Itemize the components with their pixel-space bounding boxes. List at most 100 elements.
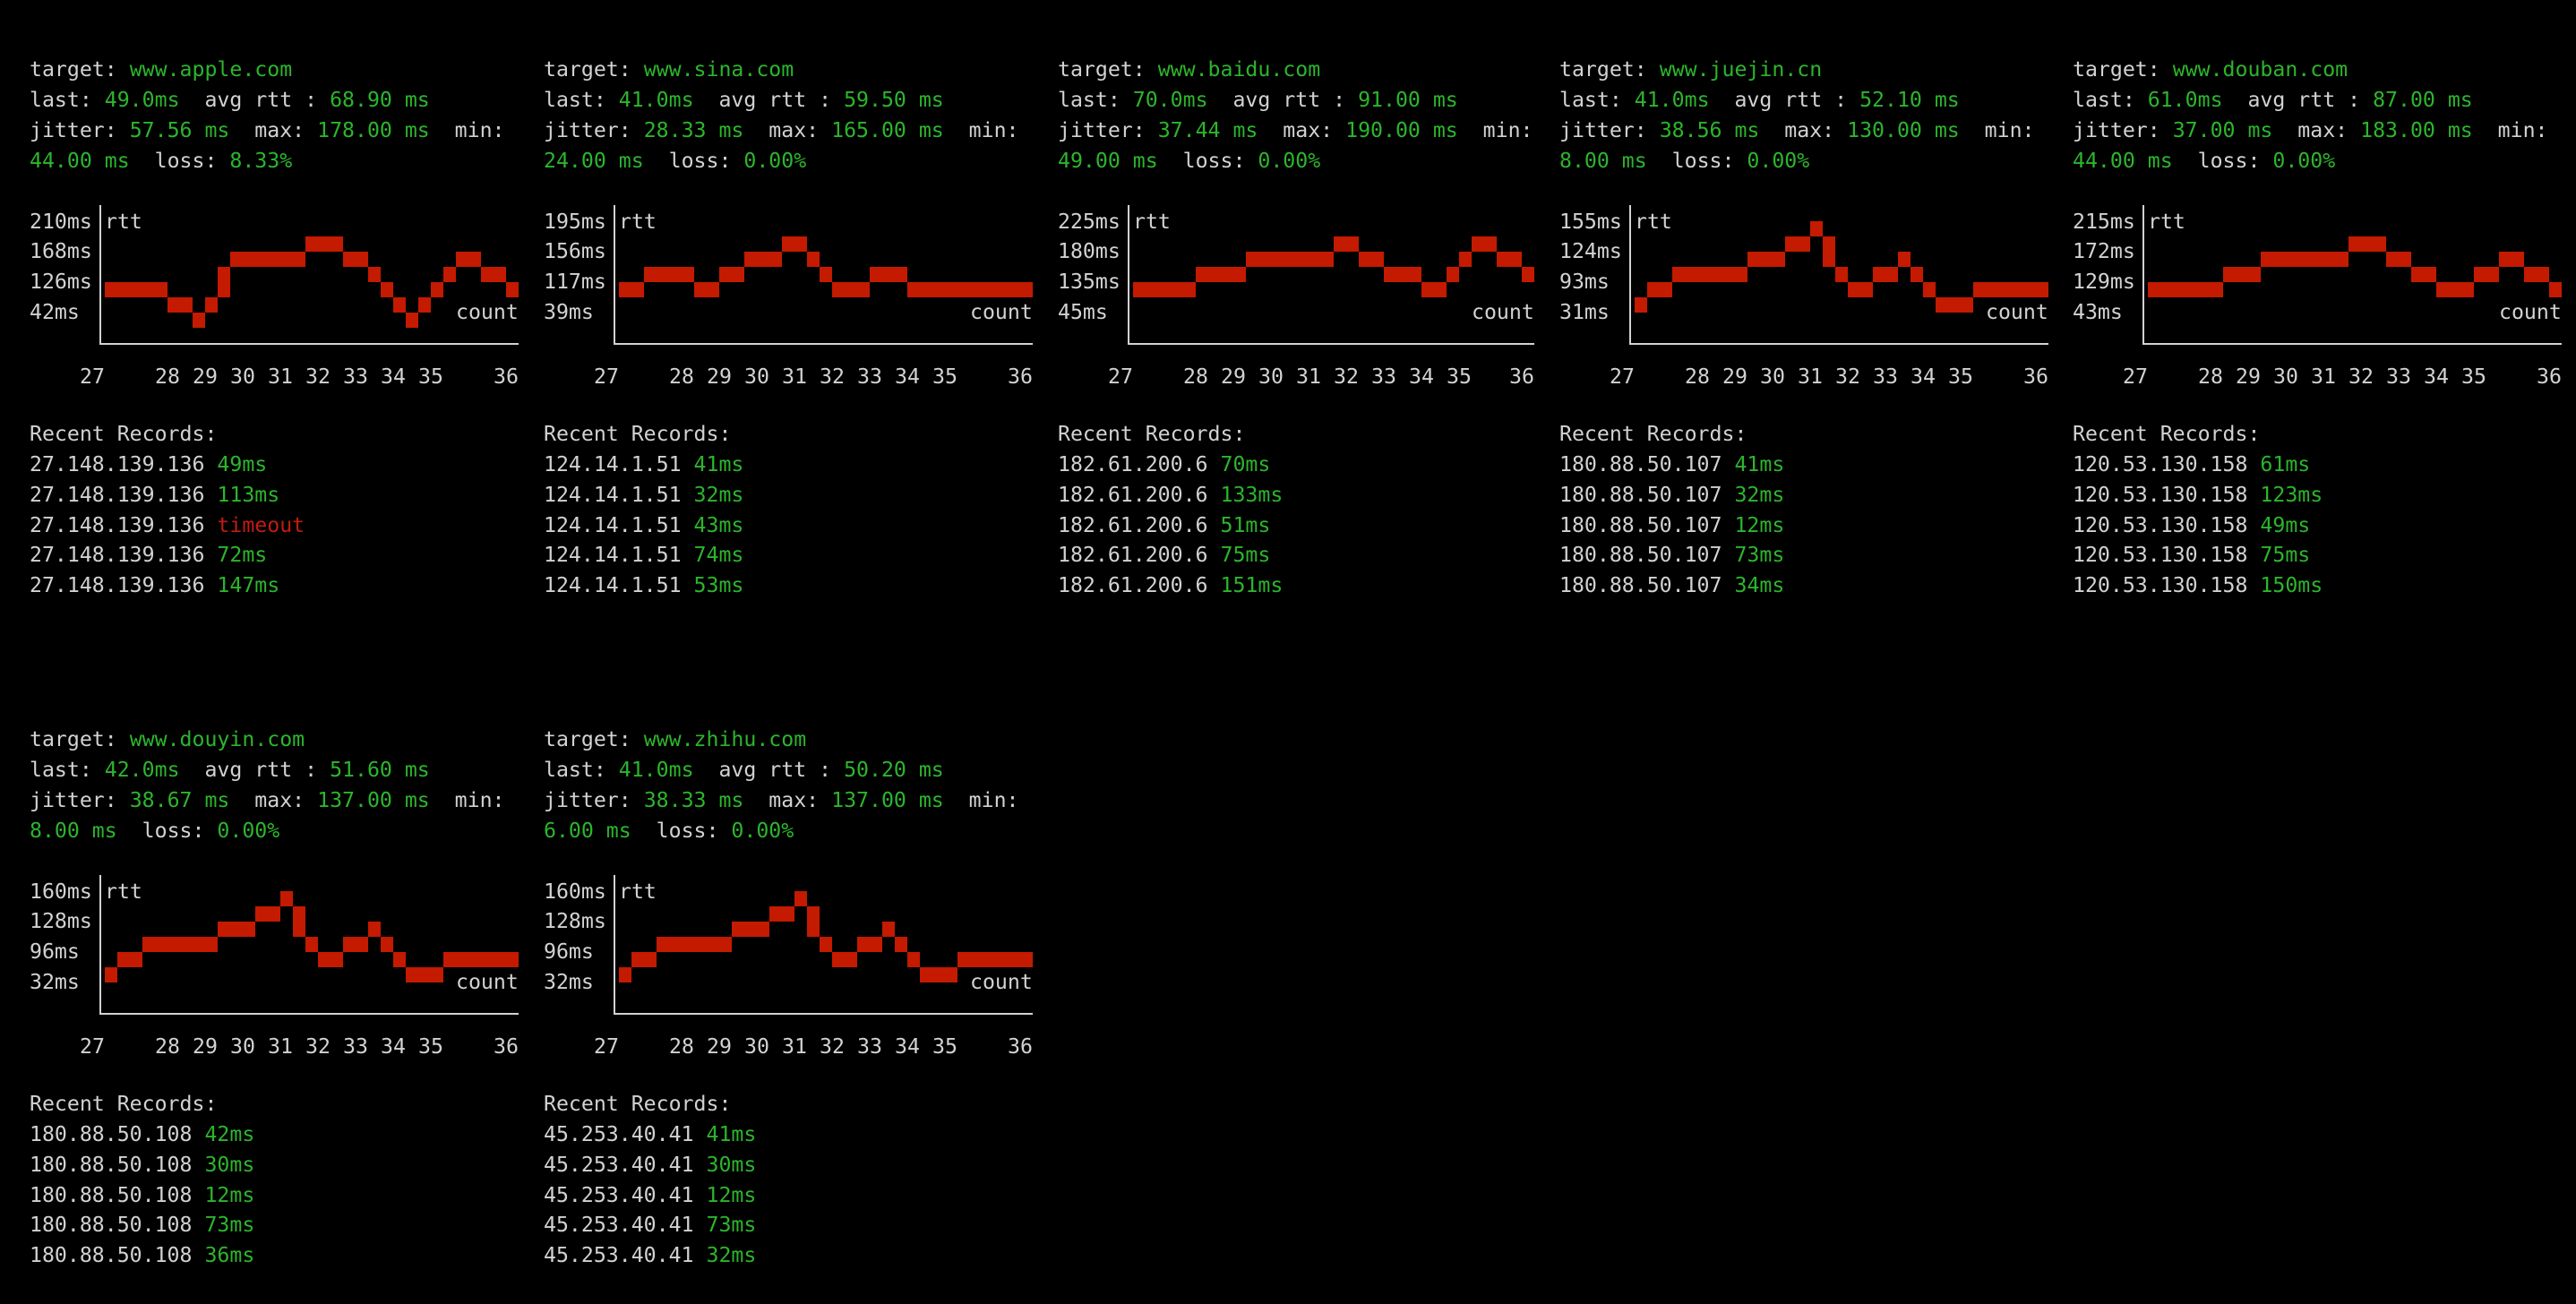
record-result: 36ms (204, 1243, 255, 1268)
rtt-bar-cell (983, 952, 995, 968)
y-axis-title: rtt (619, 879, 657, 904)
max-value: 183.00 ms (2360, 117, 2473, 142)
min-value: 6.00 ms (544, 818, 631, 843)
record-ip: 124.14.1.51 (544, 543, 682, 568)
avg-rtt-label: avg rtt : (179, 87, 331, 112)
rtt-bar-cell (268, 252, 280, 268)
target-line: target: www.apple.com (30, 55, 292, 85)
rtt-bar-cell (255, 252, 268, 268)
jitter-label: jitter: (30, 117, 130, 142)
rtt-bar-cell (205, 937, 218, 953)
recent-records-heading: Recent Records: (1058, 419, 1245, 450)
rtt-bar-cell (180, 937, 193, 953)
ping-panel: target: www.douyin.com last: 42.0ms avg r… (30, 725, 531, 1280)
rtt-bar-cell (2286, 252, 2298, 268)
x-tick-label: 27 (80, 1034, 105, 1059)
min-label: min: (943, 117, 1019, 142)
y-tick-label: 96ms (30, 939, 80, 965)
y-tick-label: 124ms (1559, 239, 1622, 264)
rtt-bar-cell (155, 937, 167, 953)
x-tick-label: 29 (1221, 365, 1246, 389)
rtt-bar-cell (2198, 282, 2211, 298)
loss-label: loss: (129, 148, 230, 173)
rtt-bar-cell (2411, 267, 2424, 283)
rtt-bar-cell (368, 267, 381, 283)
x-tick-label: 36 (2537, 365, 2562, 389)
avg-rtt-value: 68.90 ms (330, 87, 430, 112)
record-result: 75ms (2260, 543, 2311, 568)
last-label: last: (544, 757, 619, 782)
rtt-bar-cell (1685, 267, 1697, 283)
jitter-value: 37.00 ms (2172, 117, 2273, 142)
recent-records-title: Recent Records: (544, 1091, 732, 1116)
rtt-bar-cell (744, 252, 757, 268)
rtt-bar-cell (807, 906, 820, 938)
record-ip: 120.53.130.158 (2073, 482, 2248, 507)
rtt-bar-cell (1948, 297, 1961, 313)
record-row: 182.61.200.6 70ms (1058, 450, 1270, 480)
x-tick-label: 32 (1334, 365, 1359, 389)
rtt-bar-cell (2173, 282, 2185, 298)
rtt-bar-cell (456, 952, 468, 968)
x-tick-label: 29 (2236, 365, 2261, 389)
record-ip: 180.88.50.107 (1559, 451, 1722, 476)
rtt-bar-cell (1936, 297, 1948, 313)
x-axis-line (99, 1013, 519, 1015)
y-axis-line (99, 874, 101, 1015)
rtt-bar-cell (193, 937, 205, 953)
rtt-bar-cell (318, 236, 331, 253)
jitter-label: jitter: (1559, 117, 1660, 142)
y-tick-label: 128ms (544, 909, 606, 934)
rtt-bar-cell (1133, 282, 1146, 298)
y-tick-label: 155ms (1559, 209, 1622, 234)
rtt-bar-cell (807, 252, 820, 268)
recent-records-heading: Recent Records: (544, 1089, 731, 1120)
rtt-bar-cell (782, 236, 794, 253)
x-tick-label: 35 (932, 1034, 957, 1059)
rtt-bar-cell (882, 267, 895, 283)
record-ip: 180.88.50.107 (1559, 482, 1722, 507)
rtt-bar-cell (870, 937, 882, 953)
last-label: last: (2073, 87, 2148, 112)
rtt-bar-cell (1911, 267, 1923, 283)
loss-value: 0.00% (743, 148, 807, 173)
y-axis-line (99, 204, 101, 345)
record-result: 12ms (1734, 512, 1785, 537)
max-value: 178.00 ms (317, 117, 430, 142)
rtt-bar-cell (1810, 221, 1823, 237)
rtt-bar-cell (1497, 252, 1509, 268)
y-axis-line (1127, 204, 1129, 345)
record-ip: 45.253.40.41 (544, 1121, 694, 1146)
rtt-bar-cell (280, 891, 293, 907)
record-row: 124.14.1.51 41ms (544, 450, 743, 480)
rtt-bar-cell (644, 267, 657, 283)
x-tick-label: 33 (1371, 365, 1396, 389)
y-tick-label: 215ms (2073, 209, 2135, 234)
max-value: 190.00 ms (1345, 117, 1458, 142)
y-tick-label: 93ms (1559, 270, 1610, 295)
ping-panel: target: www.sina.com last: 41.0ms avg rtt… (544, 55, 1045, 610)
record-ip: 120.53.130.158 (2073, 543, 2248, 568)
x-tick-label: 36 (1008, 1034, 1033, 1059)
rtt-bar-cell (280, 252, 293, 268)
record-result: 41ms (706, 1121, 757, 1146)
y-tick-label: 160ms (544, 879, 606, 904)
ping-panel: target: www.juejin.cn last: 41.0ms avg rt… (1559, 55, 2061, 610)
rtt-bar-cell (443, 952, 456, 968)
loss-value: 0.00% (2272, 148, 2336, 173)
rtt-bar-cell (2486, 267, 2499, 283)
x-tick-label: 34 (381, 1034, 406, 1059)
rtt-bar-cell (945, 967, 957, 983)
rtt-bar-cell (2311, 252, 2323, 268)
rtt-bar-cell (1509, 252, 1522, 268)
y-axis-title: rtt (619, 209, 657, 234)
target-line: target: www.douban.com (2073, 55, 2348, 85)
min-label: min: (943, 787, 1019, 812)
y-tick-label: 39ms (544, 300, 594, 325)
min-value: 44.00 ms (2073, 148, 2173, 173)
rtt-bar-cell (2011, 282, 2023, 298)
x-tick-label: 36 (494, 1034, 519, 1059)
x-tick-label: 32 (305, 1034, 331, 1059)
rtt-bar-cell (1171, 282, 1183, 298)
record-result: 73ms (706, 1213, 757, 1238)
